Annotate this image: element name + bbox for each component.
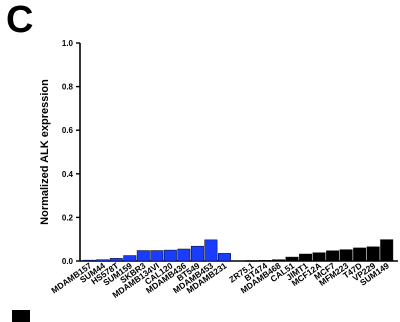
bar-jimt1	[299, 253, 313, 262]
bar-sum159	[123, 255, 137, 262]
panel-label: C	[6, 0, 34, 41]
bar-mdamb134vi	[150, 250, 164, 262]
bar-sum149	[380, 239, 394, 262]
bar-zr75-1	[245, 260, 258, 262]
y-tick-label: 0.8	[62, 83, 74, 92]
bar-skbr3	[136, 250, 150, 262]
bar-cal120	[163, 249, 177, 262]
bar-mdamb468	[272, 259, 285, 262]
bar-mcf7	[326, 250, 340, 262]
y-ticks: 0.0 0.2 0.4 0.6 0.8 1.0	[62, 39, 80, 266]
category-labels: MDAMB157SUM44HS578TSUM159SKBR3MDAMB134VI…	[49, 260, 391, 300]
next-panel-label-fragment	[12, 310, 30, 322]
bar-hs578t	[109, 258, 123, 262]
bar-mcf12a	[312, 252, 326, 262]
y-tick-label: 0.4	[62, 170, 74, 179]
y-tick-label: 0.0	[62, 257, 74, 266]
y-tick-label: 0.2	[62, 213, 74, 222]
bar-cal51	[285, 256, 299, 262]
bar-mdamb231	[217, 253, 231, 262]
bar-vp229	[366, 246, 380, 262]
bar-bt474	[258, 260, 272, 262]
bar-mdamb453	[204, 239, 218, 262]
bar-t47d	[353, 247, 367, 262]
bar-sum44	[96, 259, 110, 262]
bar-mfm223	[339, 249, 353, 262]
y-axis-title: Normalized ALK expression	[39, 79, 51, 225]
y-tick-label: 1.0	[62, 39, 74, 48]
bar-mdamb436	[177, 248, 191, 262]
bars	[82, 239, 394, 262]
bar-bt549	[190, 245, 204, 262]
bar-mdamb157	[82, 259, 96, 262]
y-tick-label: 0.6	[62, 126, 74, 135]
